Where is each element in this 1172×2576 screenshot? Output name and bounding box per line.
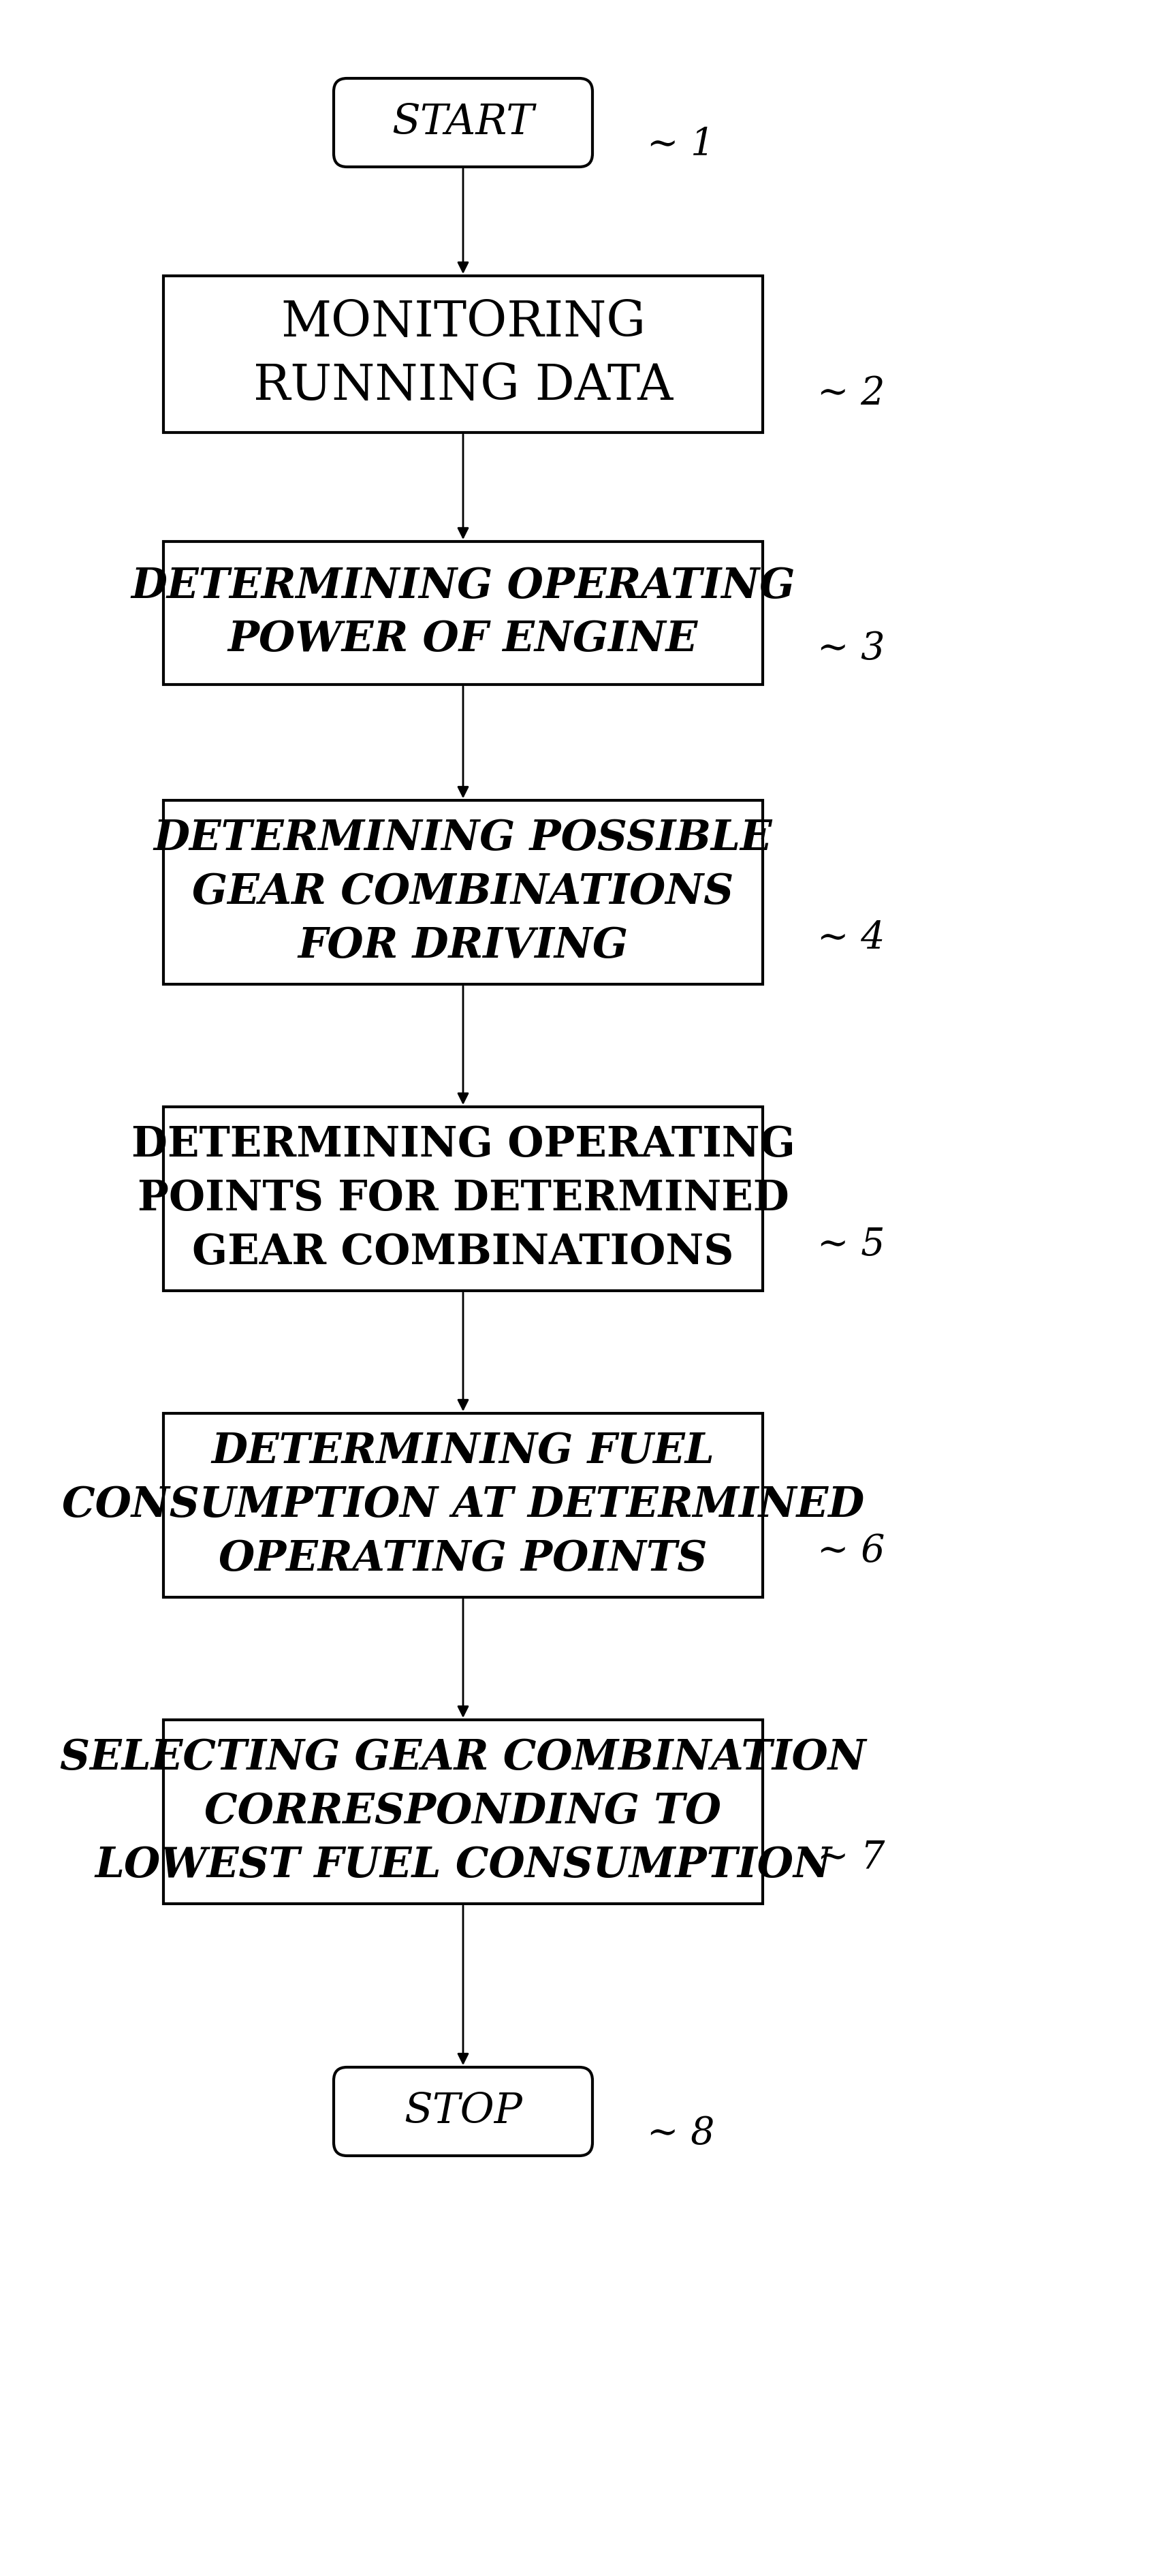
Text: START: START bbox=[391, 103, 534, 144]
Text: ∼ 2: ∼ 2 bbox=[817, 374, 885, 412]
Bar bbox=[163, 1108, 763, 1291]
FancyBboxPatch shape bbox=[334, 2066, 593, 2156]
Bar bbox=[163, 1414, 763, 1597]
Text: SELECTING GEAR COMBINATION
CORRESPONDING TO
LOWEST FUEL CONSUMPTION: SELECTING GEAR COMBINATION CORRESPONDING… bbox=[60, 1739, 866, 1886]
Text: DETERMINING OPERATING
POWER OF ENGINE: DETERMINING OPERATING POWER OF ENGINE bbox=[131, 567, 796, 659]
Text: ∼ 4: ∼ 4 bbox=[817, 920, 885, 956]
FancyBboxPatch shape bbox=[334, 77, 593, 167]
Text: ∼ 5: ∼ 5 bbox=[817, 1226, 885, 1262]
Text: DETERMINING OPERATING
POINTS FOR DETERMINED
GEAR COMBINATIONS: DETERMINING OPERATING POINTS FOR DETERMI… bbox=[131, 1126, 795, 1273]
Text: STOP: STOP bbox=[404, 2092, 523, 2133]
Text: DETERMINING POSSIBLE
GEAR COMBINATIONS
FOR DRIVING: DETERMINING POSSIBLE GEAR COMBINATIONS F… bbox=[154, 819, 772, 966]
Bar bbox=[163, 541, 763, 685]
Text: ∼ 7: ∼ 7 bbox=[817, 1839, 885, 1875]
Text: MONITORING
RUNNING DATA: MONITORING RUNNING DATA bbox=[253, 299, 673, 410]
Text: ∼ 6: ∼ 6 bbox=[817, 1533, 885, 1569]
Text: ∼ 1: ∼ 1 bbox=[647, 126, 715, 162]
Text: DETERMINING FUEL
CONSUMPTION AT DETERMINED
OPERATING POINTS: DETERMINING FUEL CONSUMPTION AT DETERMIN… bbox=[62, 1432, 864, 1579]
Bar bbox=[163, 1721, 763, 1904]
Text: ∼ 8: ∼ 8 bbox=[647, 2115, 715, 2151]
Bar bbox=[163, 276, 763, 433]
Bar bbox=[163, 801, 763, 984]
Text: ∼ 3: ∼ 3 bbox=[817, 631, 885, 667]
